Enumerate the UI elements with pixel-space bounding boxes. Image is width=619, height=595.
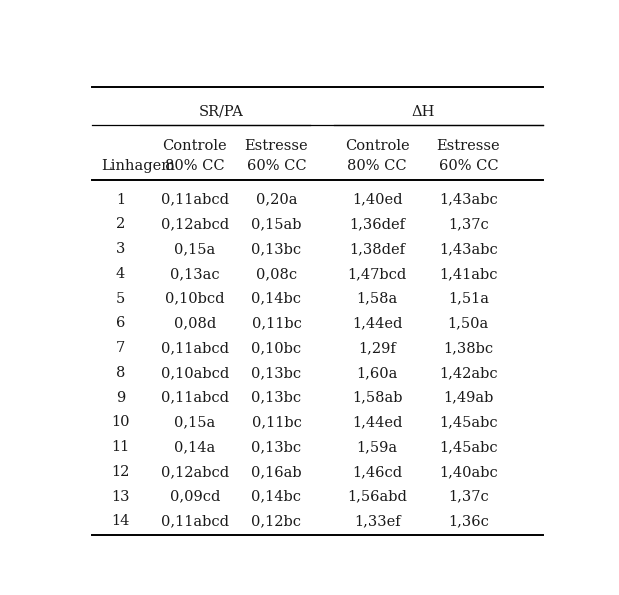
Text: 0,09cd: 0,09cd	[170, 490, 220, 503]
Text: 0,12abcd: 0,12abcd	[161, 217, 229, 231]
Text: 4: 4	[116, 267, 125, 281]
Text: 0,13ac: 0,13ac	[170, 267, 220, 281]
Text: 1,41abc: 1,41abc	[439, 267, 498, 281]
Text: 1,43abc: 1,43abc	[439, 242, 498, 256]
Text: 1,46cd: 1,46cd	[352, 465, 402, 479]
Text: 0,15a: 0,15a	[175, 415, 215, 430]
Text: 1,37c: 1,37c	[448, 490, 489, 503]
Text: 0,11bc: 0,11bc	[251, 317, 301, 330]
Text: ΔH: ΔH	[411, 105, 435, 119]
Text: 5: 5	[116, 292, 125, 306]
Text: 60% CC: 60% CC	[438, 159, 498, 173]
Text: 0,15ab: 0,15ab	[251, 217, 301, 231]
Text: 0,11abcd: 0,11abcd	[161, 341, 229, 355]
Text: 11: 11	[111, 440, 129, 454]
Text: 1,47bcd: 1,47bcd	[348, 267, 407, 281]
Text: Controle: Controle	[163, 139, 227, 153]
Text: 1,36c: 1,36c	[448, 514, 489, 528]
Text: Controle: Controle	[345, 139, 410, 153]
Text: 0,16ab: 0,16ab	[251, 465, 302, 479]
Text: 0,10bc: 0,10bc	[251, 341, 301, 355]
Text: 0,14bc: 0,14bc	[251, 292, 301, 306]
Text: SR/PA: SR/PA	[199, 105, 244, 119]
Text: 0,12bc: 0,12bc	[251, 514, 301, 528]
Text: 0,08c: 0,08c	[256, 267, 297, 281]
Text: 0,13bc: 0,13bc	[251, 390, 301, 405]
Text: 10: 10	[111, 415, 130, 430]
Text: 1,44ed: 1,44ed	[352, 317, 402, 330]
Text: 1,42abc: 1,42abc	[439, 366, 498, 380]
Text: 1,50a: 1,50a	[448, 317, 489, 330]
Text: 1,56abd: 1,56abd	[347, 490, 407, 503]
Text: 0,13bc: 0,13bc	[251, 242, 301, 256]
Text: 8: 8	[116, 366, 125, 380]
Text: 1,59a: 1,59a	[357, 440, 398, 454]
Text: 0,14a: 0,14a	[175, 440, 215, 454]
Text: 3: 3	[116, 242, 125, 256]
Text: 0,12abcd: 0,12abcd	[161, 465, 229, 479]
Text: 60% CC: 60% CC	[246, 159, 306, 173]
Text: 1,37c: 1,37c	[448, 217, 489, 231]
Text: 1,40ed: 1,40ed	[352, 193, 402, 206]
Text: 7: 7	[116, 341, 125, 355]
Text: 14: 14	[111, 514, 130, 528]
Text: 0,11bc: 0,11bc	[251, 415, 301, 430]
Text: 0,14bc: 0,14bc	[251, 490, 301, 503]
Text: 13: 13	[111, 490, 130, 503]
Text: 0,11abcd: 0,11abcd	[161, 193, 229, 206]
Text: 1: 1	[116, 193, 125, 206]
Text: 0,08d: 0,08d	[174, 317, 216, 330]
Text: 1,45abc: 1,45abc	[439, 415, 498, 430]
Text: 0,10abcd: 0,10abcd	[161, 366, 229, 380]
Text: 0,15a: 0,15a	[175, 242, 215, 256]
Text: 0,10bcd: 0,10bcd	[165, 292, 225, 306]
Text: 1,58ab: 1,58ab	[352, 390, 402, 405]
Text: 1,49ab: 1,49ab	[443, 390, 493, 405]
Text: 0,13bc: 0,13bc	[251, 440, 301, 454]
Text: Estresse: Estresse	[245, 139, 308, 153]
Text: 1,38def: 1,38def	[349, 242, 405, 256]
Text: 1,36def: 1,36def	[349, 217, 405, 231]
Text: 0,13bc: 0,13bc	[251, 366, 301, 380]
Text: Linhagem: Linhagem	[102, 159, 175, 173]
Text: 1,29f: 1,29f	[358, 341, 396, 355]
Text: 1,38bc: 1,38bc	[443, 341, 493, 355]
Text: 0,11abcd: 0,11abcd	[161, 390, 229, 405]
Text: 2: 2	[116, 217, 125, 231]
Text: 1,45abc: 1,45abc	[439, 440, 498, 454]
Text: 1,44ed: 1,44ed	[352, 415, 402, 430]
Text: 80% CC: 80% CC	[347, 159, 407, 173]
Text: 80% CC: 80% CC	[165, 159, 225, 173]
Text: 1,51a: 1,51a	[448, 292, 489, 306]
Text: 9: 9	[116, 390, 125, 405]
Text: 0,11abcd: 0,11abcd	[161, 514, 229, 528]
Text: 0,20a: 0,20a	[256, 193, 297, 206]
Text: 1,33ef: 1,33ef	[354, 514, 400, 528]
Text: 1,43abc: 1,43abc	[439, 193, 498, 206]
Text: 1,60a: 1,60a	[357, 366, 398, 380]
Text: 12: 12	[111, 465, 130, 479]
Text: 1,58a: 1,58a	[357, 292, 398, 306]
Text: 6: 6	[116, 317, 125, 330]
Text: 1,40abc: 1,40abc	[439, 465, 498, 479]
Text: Estresse: Estresse	[436, 139, 500, 153]
